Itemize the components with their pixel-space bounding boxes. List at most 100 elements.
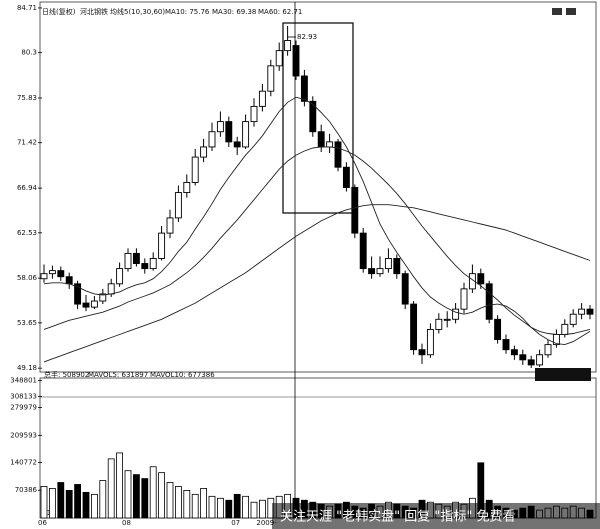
candle-body (544, 344, 552, 356)
candle-body (351, 187, 359, 234)
candle-body (578, 308, 586, 315)
candle-body (376, 268, 384, 275)
candle-body (342, 166, 350, 188)
candle-body (191, 156, 199, 183)
candle-body (460, 288, 468, 310)
candle-body (82, 302, 90, 308)
candle-body (166, 217, 174, 234)
y-tick-label: 62.53 (17, 229, 37, 237)
candle-body (586, 308, 594, 315)
candle-body (384, 258, 392, 270)
candle-body (443, 318, 451, 321)
candle-body (216, 121, 224, 133)
y-tick-label: 66.94 (17, 184, 38, 192)
volume-bar (82, 491, 90, 519)
volume-bar (57, 482, 65, 519)
candle-body (510, 349, 518, 356)
candle-body (536, 354, 544, 366)
candle-body (40, 273, 48, 280)
volume-bar (250, 501, 258, 519)
y-tick-label: 49.18 (17, 364, 37, 372)
volume-bar (183, 489, 191, 519)
candle-body (284, 40, 292, 52)
candle-body (149, 258, 157, 270)
candle-body (99, 293, 107, 302)
volume-bar (74, 484, 81, 519)
candle-body (65, 276, 73, 285)
candle-body (200, 146, 208, 158)
candle-body (317, 131, 325, 148)
candle-body (132, 252, 140, 264)
volume-bar (40, 486, 48, 519)
candle-body (183, 181, 191, 194)
candle-body (477, 273, 485, 285)
volume-tick-label: 308133 (10, 393, 37, 401)
candle-body (90, 300, 98, 308)
ma-legend: MA10: 75.76 (165, 8, 210, 16)
candle-body (418, 349, 426, 356)
candle-body (569, 313, 577, 325)
volume-bar (132, 474, 140, 519)
ma-legend: MA30: 69.38 (212, 8, 256, 16)
candle-body (368, 268, 376, 275)
candle-body (124, 252, 132, 270)
candle-body (292, 45, 300, 77)
candle-body (267, 65, 275, 92)
icon (552, 8, 562, 15)
ma-header: 均线5(10,30,60) (110, 7, 165, 16)
candle-body (258, 90, 266, 107)
candle-body (435, 318, 443, 330)
candle-body (141, 263, 149, 270)
ma-line (43, 204, 591, 363)
volume-bar (116, 452, 123, 519)
candle-body (233, 141, 241, 148)
volume-bar (174, 486, 182, 519)
volume-bar (158, 472, 166, 519)
volume-header: 总手: 508902 (44, 370, 89, 379)
candle-body (401, 273, 409, 305)
volume-bar (107, 458, 115, 519)
candle-body (74, 283, 82, 305)
volume-bar (166, 482, 174, 519)
volume-header: MAVOL5: 631897 (88, 371, 148, 379)
volume-bar (242, 495, 250, 519)
volume-panel (39, 377, 597, 519)
volume-bar (99, 480, 107, 519)
volume-tick-label: 348801 (10, 376, 37, 384)
candle-body (452, 308, 460, 320)
candle-body (300, 75, 308, 102)
price-panel (39, 1, 597, 373)
candle-body (250, 105, 258, 123)
candle-body (519, 354, 527, 361)
volume-tick-label: 70386 (15, 486, 38, 494)
candle-body (359, 232, 367, 270)
volume-bar (65, 489, 73, 519)
volume-bar (49, 488, 56, 519)
volume-bar (141, 478, 149, 519)
volume-tick-label: 209593 (10, 431, 37, 439)
volume-header: MAVOL10: 677386 (150, 371, 215, 379)
volume-bar (191, 493, 199, 519)
x-tick-label: 08 (122, 519, 131, 527)
candle-body (494, 318, 502, 341)
candle-body (393, 258, 401, 275)
candle-body (275, 50, 283, 67)
volume-bar (216, 497, 224, 519)
candle-body (561, 323, 569, 335)
candle-body (527, 359, 535, 366)
volume-bar (124, 470, 132, 519)
y-tick-label: 58.06 (17, 274, 38, 282)
candle-body (485, 283, 493, 320)
candle-body (225, 121, 233, 143)
candle-body (174, 192, 182, 219)
candle-body (326, 141, 334, 148)
period-label: 日线(复权) (42, 7, 76, 16)
y-tick-label: 53.65 (17, 319, 37, 327)
candle-body (502, 339, 510, 351)
candle-body (309, 100, 317, 133)
volume-bar (258, 499, 266, 519)
candle-body (208, 131, 216, 148)
black-box (535, 368, 591, 381)
volume-bar (149, 466, 157, 519)
